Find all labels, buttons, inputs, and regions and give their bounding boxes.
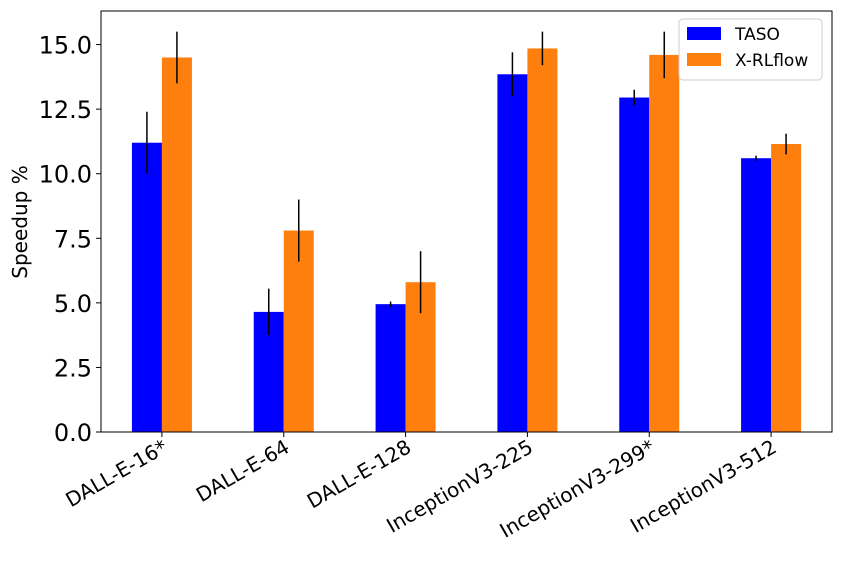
y-axis-label: Speedup % bbox=[8, 165, 32, 278]
x-tick-label: DALL-E-64 bbox=[192, 435, 293, 507]
y-tick-label: 0.0 bbox=[54, 419, 92, 447]
bar-x-rlflow-5 bbox=[649, 54, 680, 433]
legend-swatch-taso bbox=[687, 27, 721, 40]
x-tick-label: DALL-E-128 bbox=[303, 435, 415, 514]
bar-taso-1 bbox=[131, 142, 162, 432]
y-tick-label: 15.0 bbox=[39, 32, 92, 60]
y-tick-label: 7.5 bbox=[54, 225, 92, 253]
bar-x-rlflow-1 bbox=[161, 57, 192, 433]
y-tick-label: 5.0 bbox=[54, 290, 92, 318]
legend-label-x-rlflow: X-RLflow bbox=[735, 51, 808, 71]
bar-x-rlflow-6 bbox=[771, 144, 802, 433]
legend-swatch-x-rlflow bbox=[687, 53, 721, 66]
legend-label-taso: TASO bbox=[734, 25, 780, 45]
bar-taso-5 bbox=[619, 97, 650, 432]
legend: TASO X-RLflow bbox=[678, 18, 823, 81]
y-tick-label: 10.0 bbox=[39, 161, 92, 189]
bar-x-rlflow-4 bbox=[527, 48, 558, 432]
bar-x-rlflow-2 bbox=[283, 230, 314, 432]
bar-taso-6 bbox=[741, 158, 772, 432]
plot-area: DALL-E-16* DALL-E-64 DALL-E-128InceptionV3… bbox=[39, 10, 833, 543]
axes-frame bbox=[100, 10, 833, 433]
bar-taso-3 bbox=[375, 304, 406, 432]
y-tick-label: 12.5 bbox=[39, 96, 92, 124]
bar-taso-4 bbox=[497, 74, 528, 432]
y-tick-label: 2.5 bbox=[54, 354, 92, 382]
